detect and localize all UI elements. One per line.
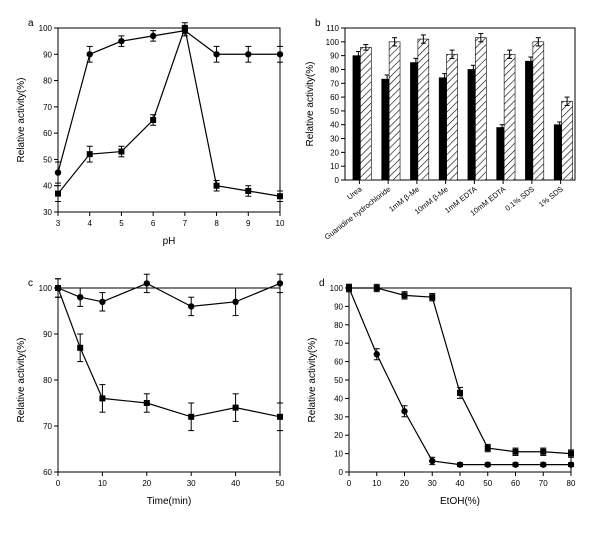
svg-text:60: 60	[43, 129, 52, 138]
svg-text:3: 3	[56, 219, 61, 228]
svg-text:pH: pH	[163, 236, 176, 247]
svg-text:d: d	[319, 278, 325, 289]
svg-text:Urea: Urea	[345, 184, 364, 202]
svg-text:1% SDS: 1% SDS	[536, 184, 564, 209]
svg-text:60: 60	[43, 468, 52, 477]
svg-text:8: 8	[214, 219, 219, 228]
svg-text:80: 80	[334, 321, 343, 330]
svg-text:4: 4	[87, 219, 92, 228]
svg-text:70: 70	[538, 479, 547, 488]
panel-a: 3 4 5 6 7 8 9 10 30 40 50 60 70 80 90 100 pH Relative act…	[10, 10, 291, 250]
svg-text:50: 50	[276, 479, 285, 488]
svg-text:50: 50	[330, 107, 339, 116]
svg-text:0: 0	[334, 176, 339, 185]
svg-text:80: 80	[43, 376, 52, 385]
panel-d: 0 10 20 30 40 50 60 70 80 0 10 20 30 40 50 60 70 80 90 100 E…	[301, 270, 582, 510]
svg-text:50: 50	[334, 376, 343, 385]
svg-text:40: 40	[231, 479, 240, 488]
panel-grid: 34567891030405060708090100pHRelative act…	[10, 10, 581, 510]
svg-text:60: 60	[330, 93, 339, 102]
svg-text:EtOH(%): EtOH(%)	[440, 496, 480, 507]
svg-text:10: 10	[98, 479, 107, 488]
svg-text:6: 6	[151, 219, 156, 228]
svg-text:40: 40	[334, 394, 343, 403]
svg-text:Relative activity(%): Relative activity(%)	[16, 77, 27, 162]
svg-text:7: 7	[183, 219, 188, 228]
svg-text:80: 80	[43, 77, 52, 86]
svg-text:60: 60	[511, 479, 520, 488]
svg-text:110: 110	[326, 24, 339, 33]
svg-text:10: 10	[330, 162, 339, 171]
svg-text:30: 30	[43, 208, 52, 217]
svg-text:5: 5	[119, 219, 124, 228]
svg-text:40: 40	[330, 121, 339, 130]
svg-text:100: 100	[329, 284, 343, 293]
svg-text:10: 10	[372, 479, 381, 488]
svg-text:0: 0	[346, 479, 351, 488]
panel-c: 0 10 20 30 40 50 60 70 80 90 100 Time(min) Relative …	[10, 270, 291, 510]
svg-text:0.1% SDS: 0.1% SDS	[503, 184, 536, 212]
svg-text:20: 20	[330, 148, 339, 157]
svg-text:70: 70	[330, 79, 339, 88]
svg-text:30: 30	[330, 135, 339, 144]
svg-text:Relative activity(%): Relative activity(%)	[305, 61, 316, 146]
svg-text:20: 20	[334, 431, 343, 440]
svg-text:30: 30	[334, 413, 343, 422]
svg-text:70: 70	[43, 422, 52, 431]
svg-text:a: a	[28, 18, 34, 29]
svg-text:90: 90	[334, 302, 343, 311]
svg-text:100: 100	[39, 284, 53, 293]
svg-text:100: 100	[39, 24, 53, 33]
svg-text:60: 60	[334, 358, 343, 367]
svg-text:20: 20	[142, 479, 151, 488]
svg-text:50: 50	[43, 155, 52, 164]
svg-text:90: 90	[43, 50, 52, 59]
svg-text:90: 90	[43, 330, 52, 339]
svg-text:Relative activity(%): Relative activity(%)	[307, 337, 318, 422]
svg-text:c: c	[28, 278, 33, 289]
svg-text:50: 50	[483, 479, 492, 488]
svg-text:Time(min): Time(min)	[147, 496, 192, 507]
svg-text:90: 90	[330, 52, 339, 61]
svg-text:10: 10	[276, 219, 285, 228]
svg-text:9: 9	[246, 219, 251, 228]
svg-text:b: b	[315, 18, 321, 29]
svg-text:70: 70	[334, 339, 343, 348]
svg-text:0: 0	[338, 468, 343, 477]
panel-b: 0 10 20 30 40 50 60 70 80 90 100 110 Relative activi…	[301, 10, 582, 250]
svg-text:20: 20	[400, 479, 409, 488]
svg-text:40: 40	[455, 479, 464, 488]
svg-text:10: 10	[334, 450, 343, 459]
svg-text:30: 30	[427, 479, 436, 488]
svg-text:0: 0	[56, 479, 61, 488]
svg-text:30: 30	[187, 479, 196, 488]
svg-text:80: 80	[566, 479, 575, 488]
svg-text:Relative activity(%): Relative activity(%)	[16, 337, 27, 422]
svg-text:100: 100	[325, 38, 339, 47]
svg-text:80: 80	[330, 65, 339, 74]
svg-text:70: 70	[43, 103, 52, 112]
svg-text:40: 40	[43, 182, 52, 191]
